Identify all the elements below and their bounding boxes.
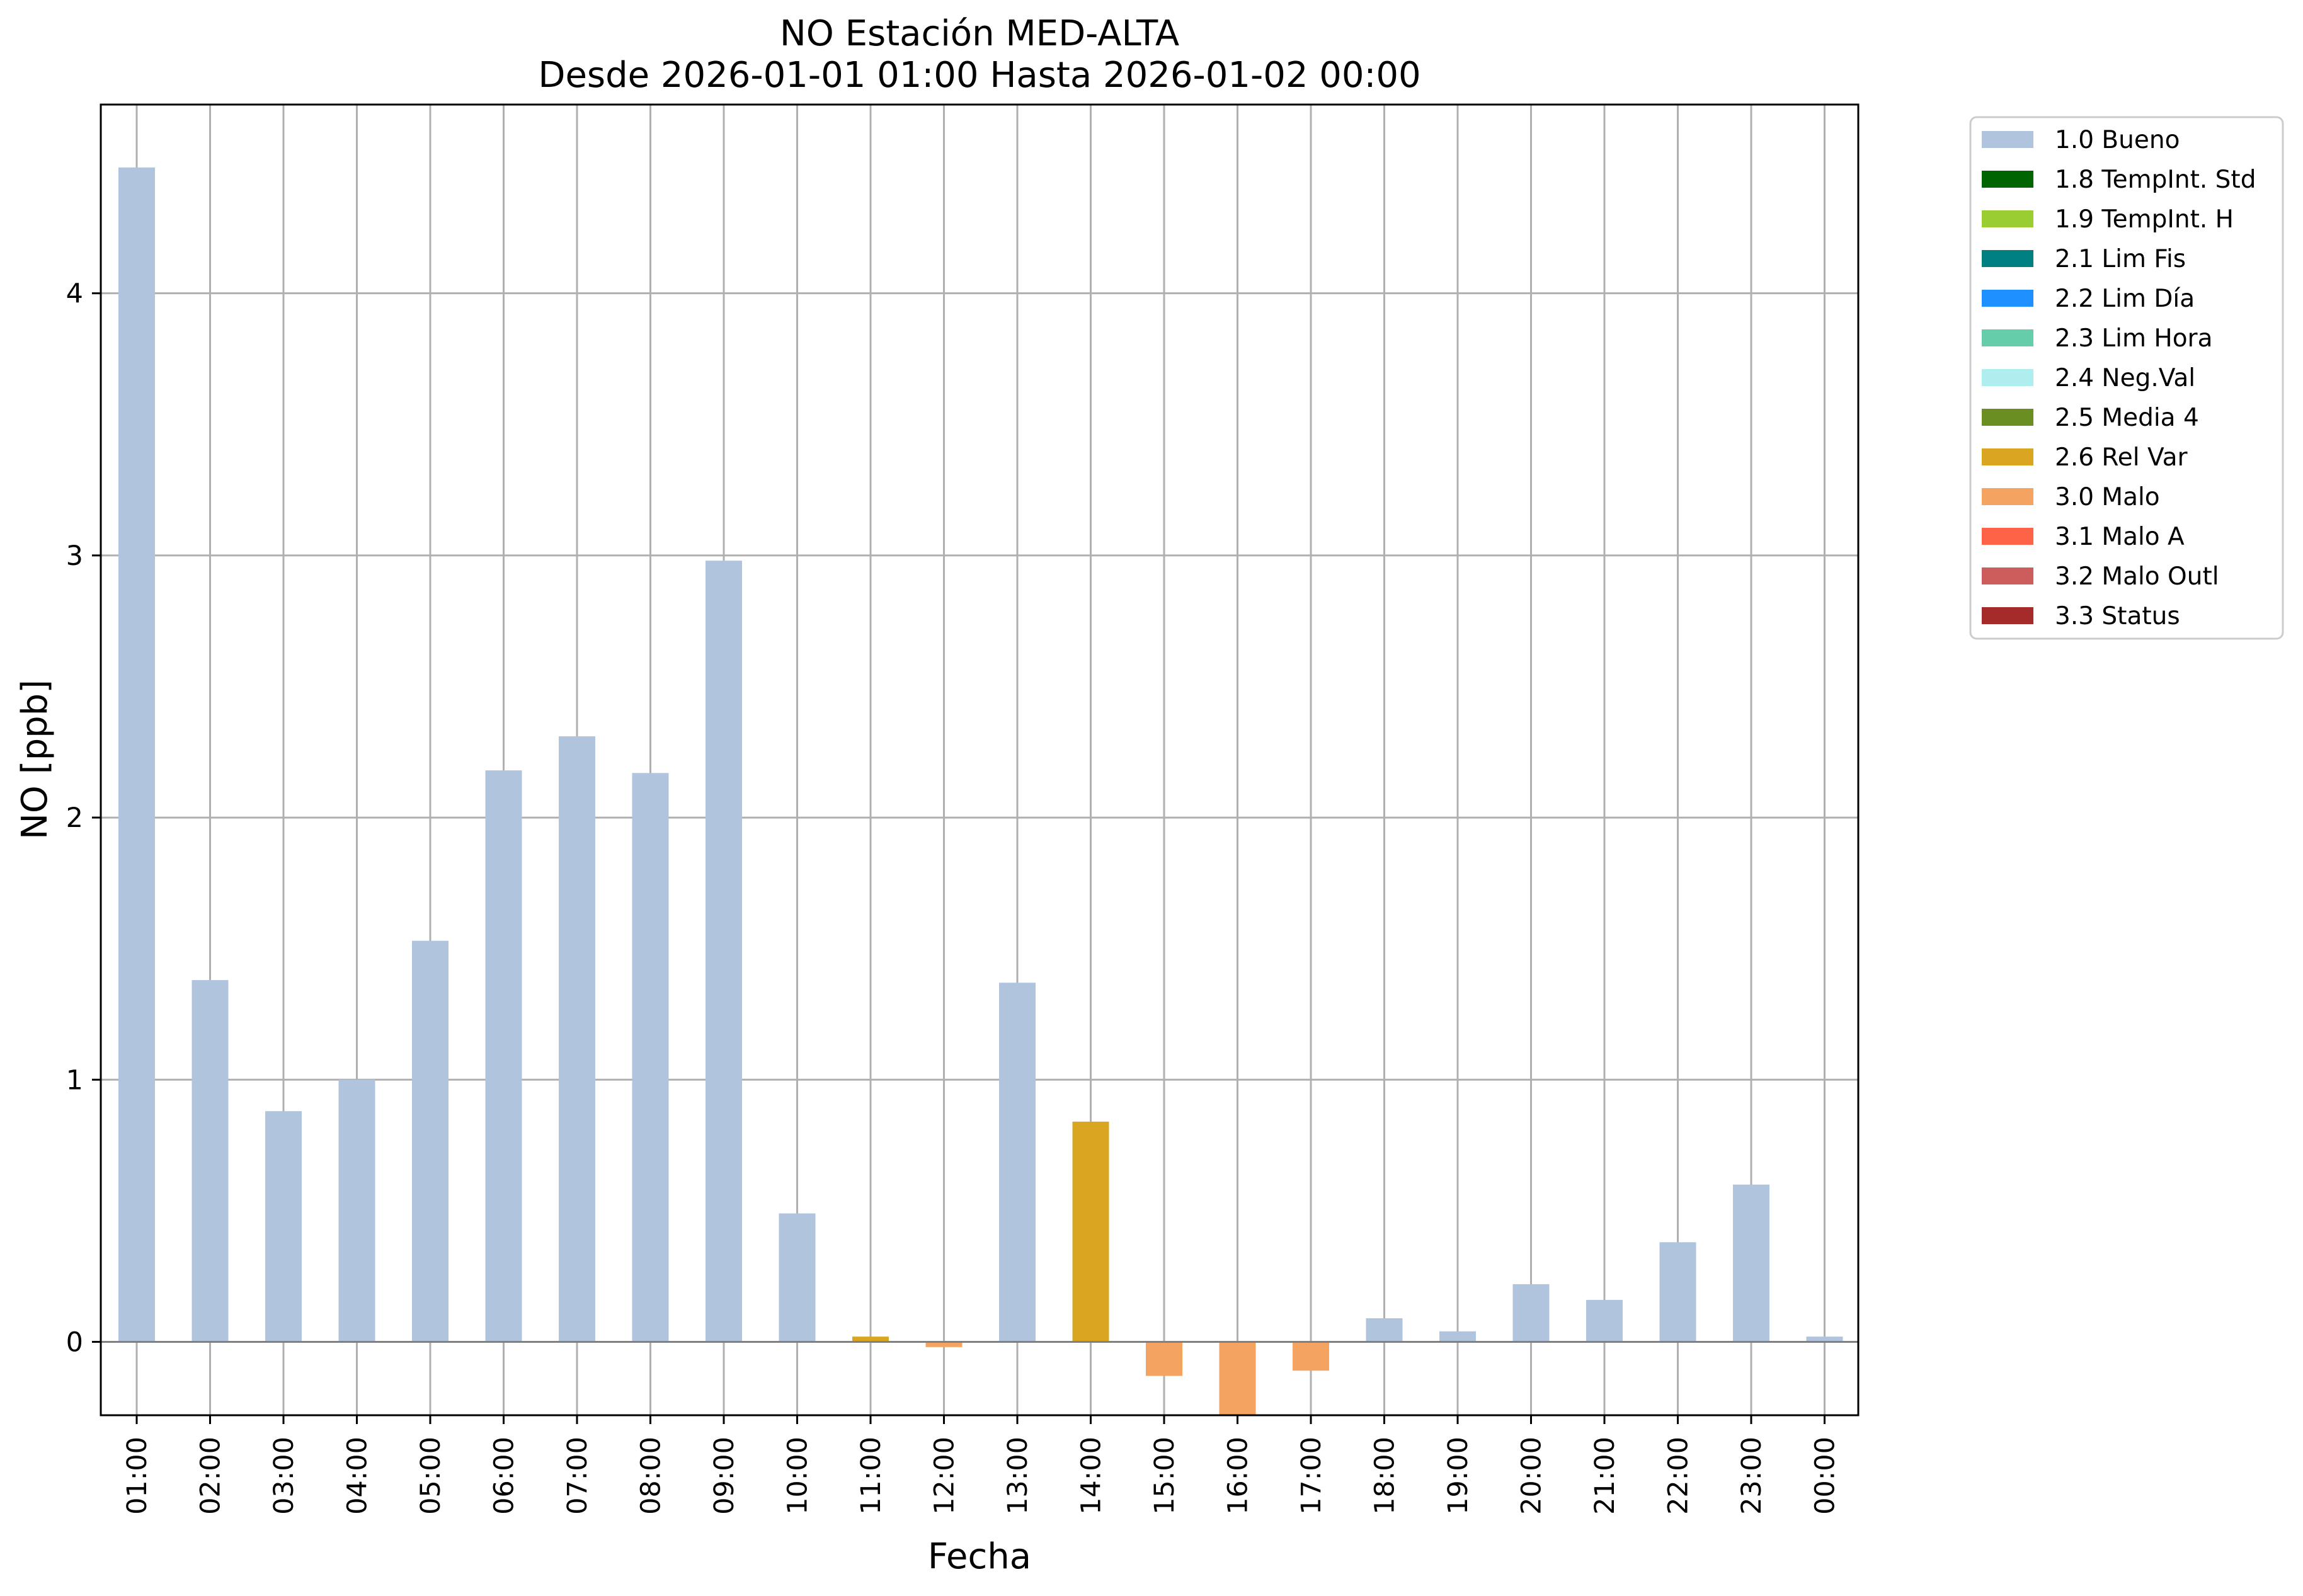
legend-swatch [1982,528,2033,545]
x-tick-label: 19:00 [1443,1437,1474,1515]
bar [1439,1331,1476,1342]
y-tick-label: 0 [66,1326,83,1358]
y-tick-label: 4 [66,278,83,310]
x-tick-label: 08:00 [636,1437,667,1515]
legend-label: 3.3 Status [2055,602,2180,630]
x-axis: 01:00 02:00 03:00 04:00 05:00 06:00 07:00 08:00… [122,1415,1841,1515]
legend: 1.0 Bueno 1.8 TempInt. Std 1.9 TempInt. H 2… [1969,116,2284,640]
x-tick-label: 18:00 [1369,1437,1401,1515]
bar [779,1213,816,1342]
bar [1659,1242,1696,1342]
bar [485,770,522,1342]
x-tick-label: 15:00 [1149,1437,1180,1515]
x-tick-label: 20:00 [1516,1437,1548,1515]
bar [706,561,742,1342]
x-tick-label: 22:00 [1663,1437,1694,1515]
x-tick-label: 12:00 [929,1437,961,1515]
x-tick-label: 01:00 [122,1437,153,1515]
x-tick-label: 21:00 [1589,1437,1621,1515]
bar [1219,1342,1256,1415]
legend-swatch [1982,448,2033,465]
x-tick-label: 17:00 [1296,1437,1327,1515]
legend-items: 1.0 Bueno 1.8 TempInt. Std 1.9 TempInt. H 2… [1982,126,2256,630]
legend-label: 1.0 Bueno [2055,126,2180,154]
legend-swatch [1982,567,2033,584]
x-tick-label: 10:00 [782,1437,814,1515]
legend-label: 2.2 Lim Día [2055,285,2195,313]
x-tick-label: 07:00 [562,1437,593,1515]
y-tick-label: 2 [66,802,83,834]
bar [1733,1184,1769,1342]
legend-swatch [1982,290,2033,307]
bar [412,940,449,1342]
x-tick-label: 14:00 [1076,1437,1107,1515]
bar [632,773,669,1342]
legend-label: 3.2 Malo Outl [2055,562,2219,591]
bar [1293,1342,1329,1371]
bar [925,1342,963,1347]
x-tick-label: 02:00 [195,1437,227,1515]
bar [1146,1342,1182,1376]
x-tick-label: 23:00 [1736,1437,1768,1515]
bar [1366,1318,1403,1342]
y-axis-label: NO [ppb] [14,680,55,840]
bar [191,980,229,1342]
bar [1806,1337,1843,1342]
legend-swatch [1982,131,2033,148]
bar [852,1337,889,1342]
legend-label: 2.5 Media 4 [2055,404,2199,432]
x-tick-label: 04:00 [342,1437,374,1515]
x-tick-label: 06:00 [489,1437,520,1515]
bars [118,167,1843,1415]
x-tick-label: 00:00 [1810,1437,1841,1515]
y-tick-label: 1 [66,1064,83,1096]
legend-swatch [1982,607,2033,624]
legend-label: 2.3 Lim Hora [2055,324,2213,353]
x-tick-label: 05:00 [415,1437,447,1515]
bar [559,736,595,1342]
chart-subtitle: Desde 2026-01-01 01:00 Hasta 2026-01-02 … [538,55,1420,96]
bar [1512,1284,1550,1342]
bar [999,983,1036,1342]
y-tick-label: 3 [66,540,83,572]
legend-label: 2.4 Neg.Val [2055,364,2195,392]
bar [1072,1121,1109,1342]
legend-swatch [1982,171,2033,188]
chart-title: NO Estación MED-ALTA [780,13,1179,54]
legend-swatch [1982,210,2033,227]
x-tick-label: 11:00 [855,1437,887,1515]
x-tick-label: 03:00 [268,1437,300,1515]
legend-swatch [1982,250,2033,267]
bar [118,167,155,1342]
legend-box [1969,116,2284,640]
legend-label: 1.8 TempInt. Std [2055,166,2256,194]
bar [338,1080,375,1342]
legend-label: 2.1 Lim Fis [2055,245,2186,273]
plot-frame [100,103,1860,1416]
legend-swatch [1982,488,2033,505]
legend-swatch [1982,369,2033,386]
y-axis: 0 1 2 3 4 [66,278,101,1358]
legend-label: 2.6 Rel Var [2055,443,2188,472]
bar [265,1111,302,1342]
legend-swatch [1982,409,2033,426]
x-tick-label: 13:00 [1002,1437,1034,1515]
x-axis-label: Fecha [928,1536,1031,1577]
legend-label: 1.9 TempInt. H [2055,205,2234,234]
bar [1586,1299,1623,1342]
legend-label: 3.0 Malo [2055,483,2160,511]
x-tick-label: 09:00 [709,1437,740,1515]
legend-label: 3.1 Malo A [2055,523,2185,551]
x-tick-label: 16:00 [1223,1437,1254,1515]
legend-swatch [1982,329,2033,346]
